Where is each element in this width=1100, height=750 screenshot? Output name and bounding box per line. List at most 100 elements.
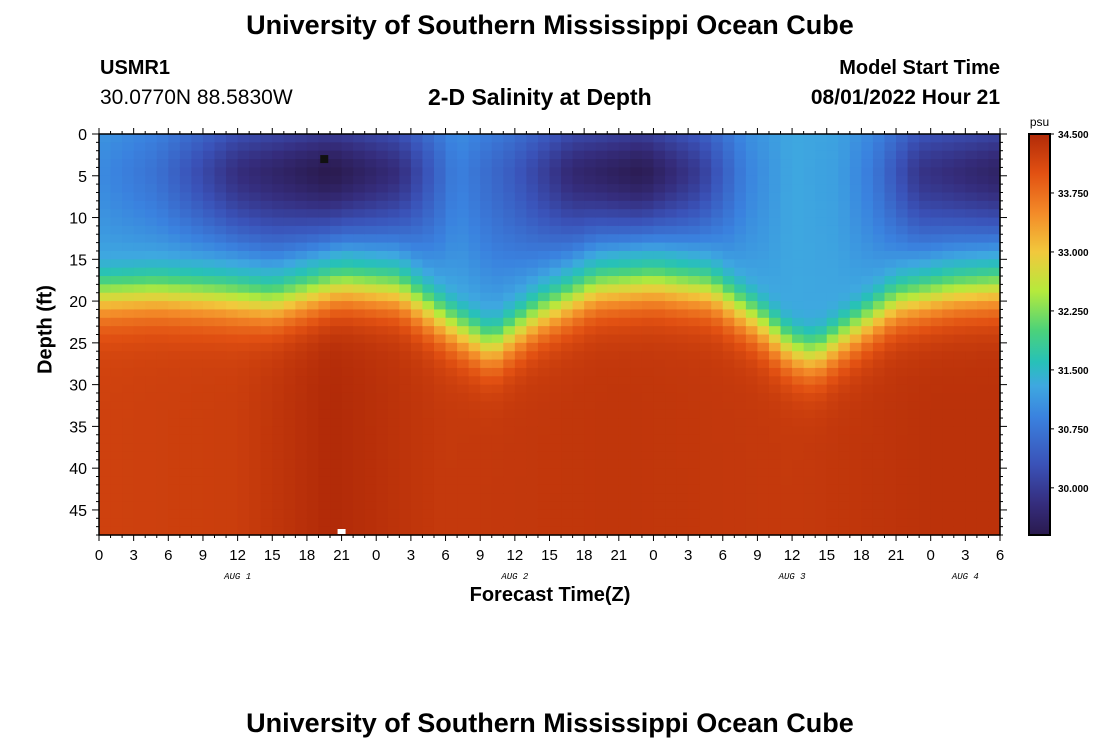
heatmap-cell <box>872 259 886 269</box>
heatmap-cell <box>711 184 724 194</box>
heatmap-cell <box>711 134 724 143</box>
heatmap-cell <box>665 409 678 419</box>
heatmap-cell <box>341 192 354 202</box>
heatmap-cell <box>99 142 112 152</box>
heatmap-cell <box>861 175 874 185</box>
heatmap-cell <box>699 526 712 536</box>
heatmap-cell <box>745 409 759 419</box>
heatmap-cell <box>630 209 643 219</box>
heatmap-cell <box>861 276 874 285</box>
heatmap-cell <box>364 225 377 235</box>
heatmap-cell <box>595 284 608 294</box>
heatmap-cell <box>376 276 389 285</box>
heatmap-cell <box>514 392 527 402</box>
heatmap-cell <box>376 501 389 511</box>
heatmap-cell <box>399 292 412 302</box>
heatmap-cell <box>214 392 227 402</box>
heatmap-cell <box>676 418 689 427</box>
heatmap-cell <box>179 150 193 160</box>
heatmap-cell <box>422 493 435 503</box>
heatmap-cell <box>202 200 216 210</box>
heatmap-cell <box>364 292 377 302</box>
heatmap-cell <box>572 309 585 319</box>
heatmap-cell <box>179 493 193 503</box>
heatmap-cell <box>676 200 689 210</box>
heatmap-cell <box>757 175 770 185</box>
heatmap-cell <box>110 209 123 219</box>
heatmap-cell <box>214 284 227 294</box>
heatmap-cell <box>745 250 759 260</box>
heatmap-cell <box>214 167 227 177</box>
heatmap-cell <box>457 384 470 394</box>
heatmap-cell <box>514 200 527 210</box>
heatmap-cell <box>364 142 377 152</box>
heatmap-cell <box>745 342 759 352</box>
heatmap-cell <box>179 459 193 469</box>
heatmap-cell <box>768 217 782 227</box>
heatmap-cell <box>168 209 181 219</box>
heatmap-cell <box>607 443 620 453</box>
heatmap-cell <box>295 276 308 285</box>
heatmap-cell <box>503 426 516 436</box>
heatmap-cell <box>202 443 216 453</box>
heatmap-cell <box>722 484 735 494</box>
heatmap-cell <box>202 159 216 169</box>
heatmap-cell <box>549 501 562 511</box>
heatmap-cell <box>953 175 966 185</box>
heatmap-cell <box>191 292 204 302</box>
heatmap-cell <box>537 342 551 352</box>
heatmap-cell <box>133 267 146 277</box>
heatmap-cell <box>191 334 204 344</box>
heatmap-cell <box>688 367 701 377</box>
heatmap-cell <box>757 192 770 202</box>
heatmap-cell <box>364 367 377 377</box>
heatmap-cell <box>676 476 689 486</box>
heatmap-cell <box>838 192 851 202</box>
heatmap-cell <box>595 518 608 528</box>
heatmap-cell <box>641 267 655 277</box>
heatmap-cell <box>122 367 135 377</box>
heatmap-cell <box>399 434 412 444</box>
heatmap-cell <box>699 301 712 311</box>
heatmap-cell <box>676 317 689 327</box>
heatmap-cell <box>410 292 424 302</box>
heatmap-cell <box>711 175 724 185</box>
heatmap-cell <box>133 142 146 152</box>
heatmap-cell <box>249 167 262 177</box>
heatmap-cell <box>537 209 551 219</box>
heatmap-cell <box>896 367 909 377</box>
heatmap-cell <box>849 409 862 419</box>
heatmap-cell <box>168 167 181 177</box>
heatmap-cell <box>734 501 747 511</box>
heatmap-cell <box>792 200 805 210</box>
heatmap-cell <box>330 468 343 478</box>
heatmap-cell <box>364 409 377 419</box>
heatmap-cell <box>226 317 239 327</box>
heatmap-cell <box>353 267 366 277</box>
heatmap-cell <box>260 234 273 244</box>
heatmap-cell <box>595 301 608 311</box>
heatmap-cell <box>595 376 608 386</box>
heatmap-cell <box>503 326 516 336</box>
heatmap-cell <box>676 184 689 194</box>
heatmap-cell <box>202 426 216 436</box>
heatmap-cell <box>202 225 216 235</box>
heatmap-cell <box>988 134 1001 143</box>
heatmap-cell <box>514 292 527 302</box>
heatmap-cell <box>653 301 666 311</box>
heatmap-cell <box>838 351 851 361</box>
heatmap-cell <box>191 259 204 269</box>
heatmap-cell <box>653 509 666 519</box>
heatmap-cell <box>699 434 712 444</box>
heatmap-cell <box>734 234 747 244</box>
y-tick-label: 10 <box>69 211 87 228</box>
heatmap-cell <box>226 225 239 235</box>
heatmap-cell <box>722 259 735 269</box>
heatmap-cell <box>896 209 909 219</box>
heatmap-cell <box>919 509 932 519</box>
heatmap-cell <box>168 367 181 377</box>
heatmap-cell <box>99 292 112 302</box>
heatmap-cell <box>330 351 343 361</box>
heatmap-cell <box>179 159 193 169</box>
heatmap-cell <box>99 200 112 210</box>
